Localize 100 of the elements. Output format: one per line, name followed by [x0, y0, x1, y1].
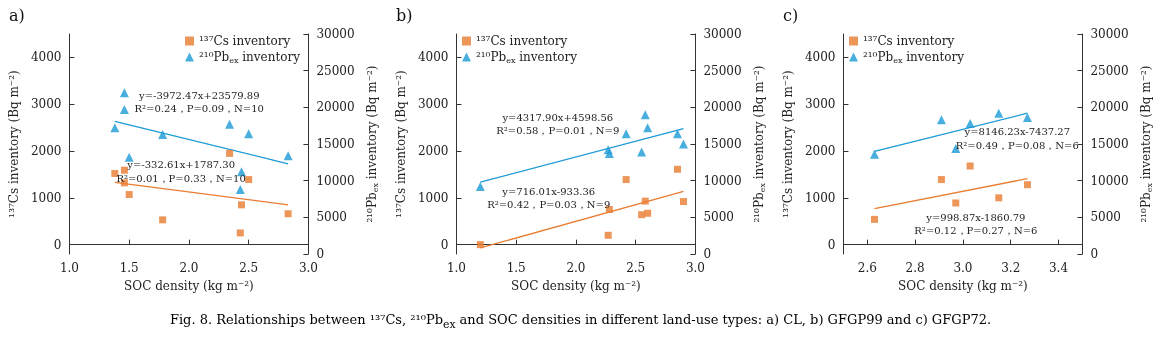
x-tick-label: 3.4 — [1048, 261, 1069, 275]
y-tick-label: 4000 — [30, 50, 62, 65]
y2-axis-title: ²¹⁰Pbex inventory (Bq m⁻²) — [364, 65, 380, 223]
x-tick-label: 3.0 — [685, 261, 705, 275]
chart-title: c) — [783, 5, 799, 25]
point — [120, 166, 128, 174]
chart-title: b) — [396, 5, 413, 25]
y2-tick-label: 10000 — [703, 173, 742, 188]
x-tick-label: 3.0 — [953, 261, 973, 275]
point — [158, 129, 168, 139]
point — [284, 210, 292, 218]
legend-label: ¹³⁷Cs inventory — [476, 34, 568, 48]
point — [124, 152, 134, 162]
point — [644, 209, 652, 217]
annotation: y=-332.61x+1787.30 — [126, 159, 236, 171]
point — [637, 147, 647, 157]
annotation: R²=0.12，P=0.27，N=6 — [914, 225, 1038, 237]
x-tick-label: 2.6 — [857, 261, 877, 275]
point — [937, 176, 945, 184]
annotation: R²=0.42，P=0.03，N=9 — [487, 199, 611, 210]
annotation: R²=0.01，P=0.33，N=10 — [116, 172, 246, 184]
point — [226, 149, 234, 157]
legend-label: ¹³⁷Cs inventory — [199, 34, 291, 48]
annotation: y=-3972.47x+23579.89 — [138, 90, 260, 102]
y2-tick-label: 30000 — [1090, 27, 1129, 41]
point — [870, 149, 880, 159]
y-axis-title: ¹³⁷Cs inventory (Bq m⁻²) — [781, 70, 795, 218]
x-tick-label: 3.0 — [298, 261, 318, 275]
point — [994, 108, 1004, 118]
annotation: y=4317.90x+4598.56 — [501, 112, 614, 124]
y2-tick-label: 15000 — [316, 137, 355, 151]
y-axis-title: ¹³⁷Cs inventory (Bq m⁻²) — [394, 70, 408, 218]
x-tick-label: 1.5 — [506, 261, 526, 275]
y2-axis-title: ²¹⁰Pbex inventory (Bq m⁻²) — [1138, 65, 1154, 223]
x-tick-label: 2.0 — [566, 261, 586, 275]
point — [674, 165, 681, 173]
y-tick-label: 1000 — [804, 190, 836, 205]
x-tick-label: 1.5 — [119, 261, 139, 275]
x-tick-label: 3.2 — [1001, 261, 1021, 275]
point — [476, 241, 484, 249]
y2-tick-label: 20000 — [1090, 100, 1129, 115]
y2-tick-label: 0 — [703, 247, 712, 261]
point — [125, 191, 133, 199]
y-tick-label: 2000 — [804, 144, 836, 159]
point — [871, 215, 879, 223]
point — [966, 162, 974, 170]
point — [159, 216, 167, 224]
point — [475, 182, 485, 192]
point — [1022, 113, 1032, 123]
x-tick-label: 2.5 — [239, 261, 259, 275]
y2-tick-label: 25000 — [703, 63, 742, 78]
y2-tick-label: 15000 — [1090, 137, 1129, 151]
x-tick-label: 1.0 — [59, 261, 79, 275]
chart-title: a) — [9, 5, 25, 25]
y2-tick-label: 0 — [1090, 247, 1099, 261]
y-tick-label: 3000 — [417, 97, 449, 112]
y-tick-label: 0 — [827, 237, 836, 252]
point — [679, 198, 687, 206]
point — [236, 229, 244, 237]
y-tick-label: 1000 — [417, 190, 449, 205]
y2-axis-title: ²¹⁰Pbex inventory (Bq m⁻²) — [751, 65, 767, 223]
x-tick-label: 1.0 — [446, 261, 466, 275]
y-tick-label: 0 — [53, 237, 62, 252]
point — [604, 149, 614, 159]
annotation: y=716.01x-933.36 — [501, 185, 596, 197]
x-axis-title: SOC density (kg m⁻²) — [511, 279, 641, 293]
y2-tick-label: 10000 — [1090, 173, 1129, 188]
annotation: R²=0.58，P=0.01，N=9 — [496, 125, 620, 137]
x-tick-label: 2.0 — [179, 261, 199, 275]
y2-tick-label: 5000 — [1090, 210, 1121, 225]
y-tick-label: 1000 — [30, 190, 62, 205]
point — [936, 115, 946, 125]
y2-tick-label: 10000 — [316, 173, 355, 188]
y2-tick-label: 15000 — [703, 137, 742, 151]
point — [119, 88, 129, 98]
annotation: y=8146.23x-7437.27 — [963, 126, 1071, 138]
point — [111, 169, 119, 177]
point — [119, 105, 129, 115]
y-axis-title: ¹³⁷Cs inventory (Bq m⁻²) — [7, 70, 21, 218]
annotation: y=998.87x-1860.79 — [925, 211, 1026, 223]
x-tick-label: 2.5 — [626, 261, 646, 275]
point — [604, 231, 612, 239]
point — [283, 151, 293, 161]
y2-tick-label: 30000 — [703, 27, 742, 41]
caption: Fig. 8. Relationships between ¹³⁷Cs, ²¹⁰Pb$_{ex}$ and SOC densities in different land-use types: a) CL, b) GFGP99 and c) GFGP72. — [168, 312, 993, 331]
point — [238, 201, 246, 209]
point — [673, 129, 682, 139]
y-tick-label: 3000 — [30, 97, 62, 112]
y2-tick-label: 5000 — [316, 210, 347, 225]
annotation: R²=0.24，P=0.09，N=10 — [134, 103, 264, 115]
point — [235, 184, 245, 194]
point — [965, 118, 975, 128]
point — [952, 199, 960, 207]
y-tick-label: 0 — [440, 237, 449, 252]
x-tick-label: 2.8 — [905, 261, 925, 275]
y2-tick-label: 20000 — [703, 100, 742, 115]
point — [245, 176, 253, 184]
y-tick-label: 3000 — [804, 97, 836, 112]
x-axis-title: SOC density (kg m⁻²) — [898, 279, 1028, 293]
point — [641, 197, 649, 205]
